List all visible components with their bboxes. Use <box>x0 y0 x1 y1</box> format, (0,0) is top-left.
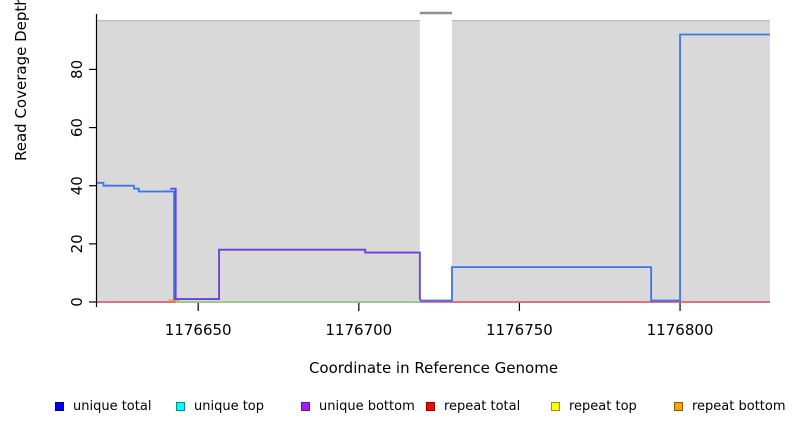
x-tick-label: 1176650 <box>165 321 232 339</box>
legend-label: unique total <box>73 398 152 414</box>
legend-item-unique-top: unique top <box>176 396 264 416</box>
legend-swatch-icon <box>551 401 560 411</box>
series-unique-total <box>97 181 220 300</box>
series-unique-bottom <box>170 187 421 300</box>
no-data-gap-region <box>419 12 452 303</box>
legend-label: unique bottom <box>319 398 415 414</box>
x-tick-label: 1176750 <box>486 321 553 339</box>
legend: unique total unique top unique bottom repea… <box>0 396 792 420</box>
legend-item-unique-total: unique total <box>55 396 151 416</box>
legend-swatch-icon <box>55 401 64 411</box>
x-tick-label: 1176800 <box>647 321 714 339</box>
y-tick-label: 80 <box>68 60 86 79</box>
legend-swatch-icon <box>301 401 310 411</box>
legend-item-repeat-total: repeat total <box>426 396 520 416</box>
series-unique-total <box>419 33 770 302</box>
legend-swatch-icon <box>674 401 683 411</box>
legend-label: unique top <box>194 398 265 414</box>
legend-label: repeat bottom <box>692 398 786 414</box>
x-axis-title: Coordinate in Reference Genome <box>308 359 559 377</box>
x-tick-label: 1176700 <box>325 321 392 339</box>
y-tick-label: 0 <box>68 297 86 307</box>
legend-label: repeat top <box>569 398 637 414</box>
legend-label: repeat total <box>444 398 521 414</box>
legend-item-repeat-bottom: repeat bottom <box>674 396 786 416</box>
y-tick-label: 20 <box>68 234 86 253</box>
legend-item-repeat-top: repeat top <box>551 396 637 416</box>
coverage-plot: 0 20 40 60 80 1176650 1176700 1176750 1176800 <box>68 11 770 339</box>
legend-swatch-icon <box>426 401 435 411</box>
y-tick-label: 40 <box>68 176 86 195</box>
legend-swatch-icon <box>176 401 185 411</box>
y-tick-label: 60 <box>68 118 86 137</box>
legend-item-unique-bottom: unique bottom <box>301 396 415 416</box>
